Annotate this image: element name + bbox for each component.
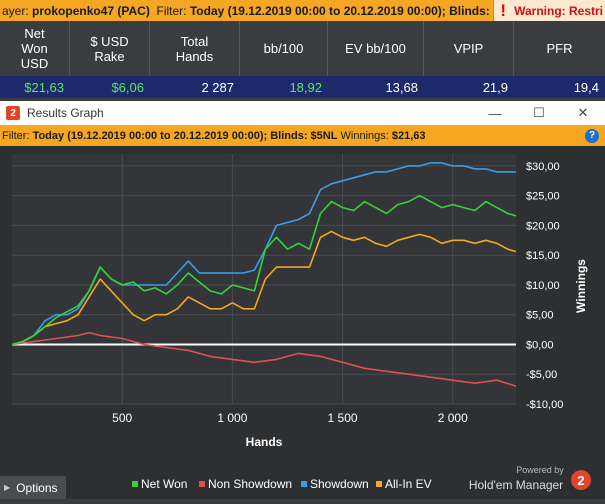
help-icon[interactable]: ?	[585, 128, 599, 143]
app-logo-icon: 2	[6, 106, 20, 120]
cell-total-hands: 2 287	[201, 79, 234, 95]
legend: Net Won Non Showdown Showdown All-In EV	[132, 477, 432, 491]
legend-swatch-all-in-ev	[376, 481, 382, 487]
stats-header-row: Net Won USD $ USD Rake Total Hands bb/10…	[0, 21, 605, 76]
y-tick-label: -$10,00	[526, 399, 563, 411]
col-header-rake[interactable]: $ USD Rake	[70, 21, 150, 76]
y-tick-label: $5,00	[526, 310, 554, 322]
col-header-ev-bb100[interactable]: EV bb/100	[328, 21, 424, 76]
warning-text: Warning: Restri	[514, 3, 603, 18]
brand-badge-label: 2	[577, 473, 584, 488]
brand-badge-icon	[571, 470, 591, 490]
cell-ev-bb100: 13,68	[385, 79, 418, 95]
x-tick-label: 1 500	[328, 411, 358, 425]
col-header-net-won[interactable]: Net Won USD	[0, 21, 70, 76]
y-tick-label: $20,00	[526, 220, 560, 232]
cell-pfr: 19,4	[573, 79, 599, 95]
y-tick-label: $0,00	[526, 339, 554, 351]
y-tick-label: $25,00	[526, 191, 560, 203]
col-header-net-won-label: Net Won USD	[20, 26, 49, 71]
legend-swatch-net-won	[132, 481, 138, 487]
series-line-net-won	[11, 194, 517, 346]
cell-net-won: $21,63	[24, 79, 64, 95]
legend-swatch-non-showdown	[199, 481, 205, 487]
stats-row[interactable]: $21,63 $6,06 2 287 18,92 13,68 21,9 19,4	[0, 76, 605, 98]
y-tick-labels: $30,00 $25,00 $20,00 $15,00 $10,00 $5,00 $0,00…	[526, 161, 563, 411]
winnings-value: $21,63	[391, 129, 426, 142]
brand-name: Hold'em Manager	[469, 478, 563, 492]
x-tick-label: 500	[112, 411, 132, 425]
col-header-total-hands-label: Total Hands	[175, 33, 214, 64]
legend-swatch-showdown	[301, 481, 307, 487]
x-tick-label: 1 000	[217, 411, 247, 425]
graph-area: $30,00 $25,00 $20,00 $15,00 $10,00 $5,00 $0,00…	[0, 146, 605, 499]
x-tick-label: 2 000	[438, 411, 468, 425]
plot-background	[12, 154, 516, 404]
series-line-non-showdown	[11, 331, 517, 387]
maximize-button[interactable]: ☐	[533, 105, 545, 120]
cell-vpip: 21,9	[482, 79, 508, 95]
col-header-ev-bb100-label: EV bb/100	[345, 41, 406, 56]
series-line-all-in-ev	[11, 230, 517, 346]
y-tick-label: -$5,00	[526, 369, 557, 381]
filter-label: Filter:	[156, 3, 187, 18]
results-graph-window: 2 Results Graph — ☐ ✕ Filter: Today (19.…	[0, 101, 605, 499]
col-header-vpip[interactable]: VPIP	[424, 21, 514, 76]
triangle-right-icon: ▶	[4, 483, 11, 492]
filter-text: Today (19.12.2019 00:00 to 20.12.2019 00…	[189, 3, 494, 18]
col-header-vpip-label: VPIP	[453, 41, 484, 56]
player-label: ayer:	[2, 3, 29, 18]
options-label: Options	[16, 480, 58, 495]
winnings-label: Winnings:	[340, 129, 389, 142]
player-name: prokopenko47 (PAC)	[32, 3, 150, 18]
results-chart: $30,00 $25,00 $20,00 $15,00 $10,00 $5,00 $0,00…	[11, 154, 591, 492]
warning-icon: !	[500, 0, 507, 20]
col-header-rake-label: $ USD Rake	[90, 33, 129, 64]
x-tick-labels: 500 1 000 1 500 2 000	[112, 411, 468, 425]
graph-filter-label: Filter:	[2, 129, 30, 142]
col-header-pfr-label: PFR	[546, 41, 573, 56]
bottom-bar: ▶ Options	[0, 474, 605, 499]
main-filter-bar: ayer: prokopenko47 (PAC) Filter: Today (…	[0, 0, 605, 21]
y-axis-label: Winnings	[574, 259, 588, 313]
graph-filter-bar: Filter: Today (19.12.2019 00:00 to 20.12…	[0, 125, 605, 146]
x-axis-label: Hands	[246, 435, 283, 449]
options-button[interactable]: ▶ Options	[0, 476, 66, 499]
filter-info: ayer: prokopenko47 (PAC) Filter: Today (…	[0, 4, 493, 18]
close-button[interactable]: ✕	[577, 105, 589, 120]
window-title: Results Graph	[27, 106, 104, 120]
legend-label[interactable]: All-In EV	[385, 477, 432, 491]
legend-label[interactable]: Net Won	[141, 477, 187, 491]
col-header-bb100[interactable]: bb/100	[240, 21, 328, 76]
col-header-pfr[interactable]: PFR	[514, 21, 605, 76]
y-tick-label: $30,00	[526, 161, 560, 173]
legend-label[interactable]: Non Showdown	[208, 477, 292, 491]
stats-table: Net Won USD $ USD Rake Total Hands bb/10…	[0, 21, 605, 98]
series-group	[11, 162, 517, 387]
cell-rake: $6,06	[111, 79, 144, 95]
legend-label[interactable]: Showdown	[310, 477, 369, 491]
y-tick-label: $10,00	[526, 280, 560, 292]
col-header-total-hands[interactable]: Total Hands	[150, 21, 240, 76]
y-tick-label: $15,00	[526, 250, 560, 262]
minimize-button[interactable]: —	[488, 105, 502, 121]
graph-filter-text: Today (19.12.2019 00:00 to 20.12.2019 00…	[32, 129, 338, 142]
powered-by-text: Powered by	[516, 465, 564, 475]
cell-bb100: 18,92	[289, 79, 322, 95]
warning-badge[interactable]: ! Warning: Restri	[493, 0, 605, 21]
window-titlebar[interactable]: 2 Results Graph — ☐ ✕	[0, 101, 605, 125]
col-header-bb100-label: bb/100	[263, 41, 304, 56]
